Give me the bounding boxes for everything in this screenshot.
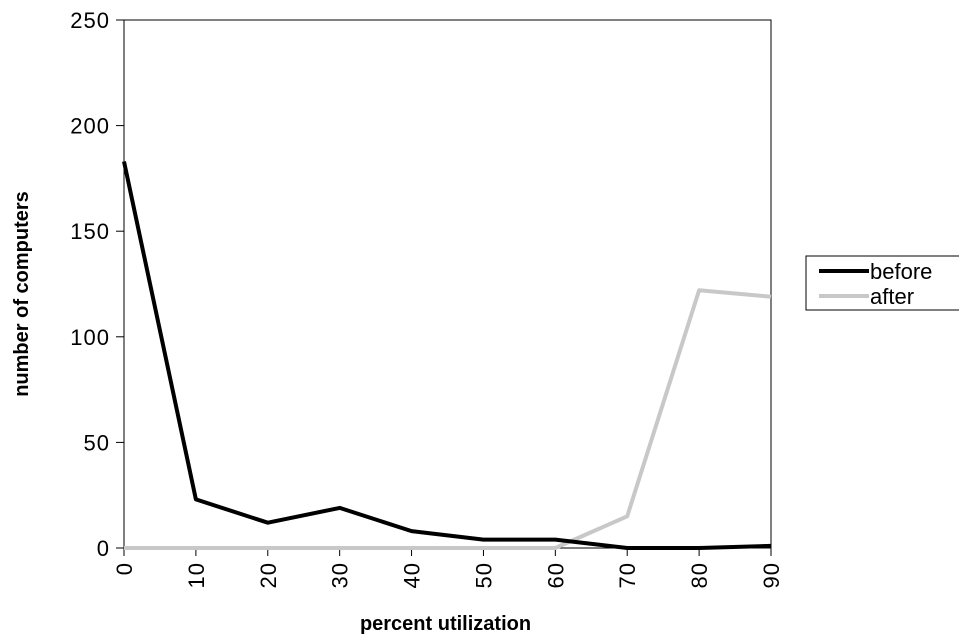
- y-tick-label: 150: [70, 219, 110, 244]
- x-tick-label: 90: [759, 562, 784, 588]
- legend-box: [805, 255, 959, 311]
- plot-area-border: [123, 19, 772, 549]
- series-line-before: [122, 161, 772, 550]
- y-tick-label: 50: [84, 430, 110, 455]
- y-tick-label: 200: [70, 114, 110, 139]
- y-tick-label: 0: [97, 536, 110, 561]
- x-tick-label: 50: [471, 562, 496, 588]
- x-tick-label: 70: [615, 562, 640, 588]
- legend-label-after: after: [870, 284, 914, 309]
- x-tick-label: 0: [112, 562, 137, 575]
- x-tick-label: 20: [256, 562, 281, 588]
- y-tick-label: 250: [70, 8, 110, 33]
- x-tick-label: 40: [400, 562, 425, 588]
- y-tick-label: 100: [70, 325, 110, 350]
- x-tick-label: 10: [184, 562, 209, 588]
- series-line-after: [124, 288, 772, 550]
- x-axis-title: percent utilization: [360, 613, 531, 635]
- x-tick-label: 60: [543, 562, 568, 588]
- x-tick-label: 80: [687, 562, 712, 588]
- y-axis-title: number of computers: [11, 191, 33, 397]
- legend-label-before: before: [870, 259, 932, 284]
- x-tick-label: 30: [328, 562, 353, 588]
